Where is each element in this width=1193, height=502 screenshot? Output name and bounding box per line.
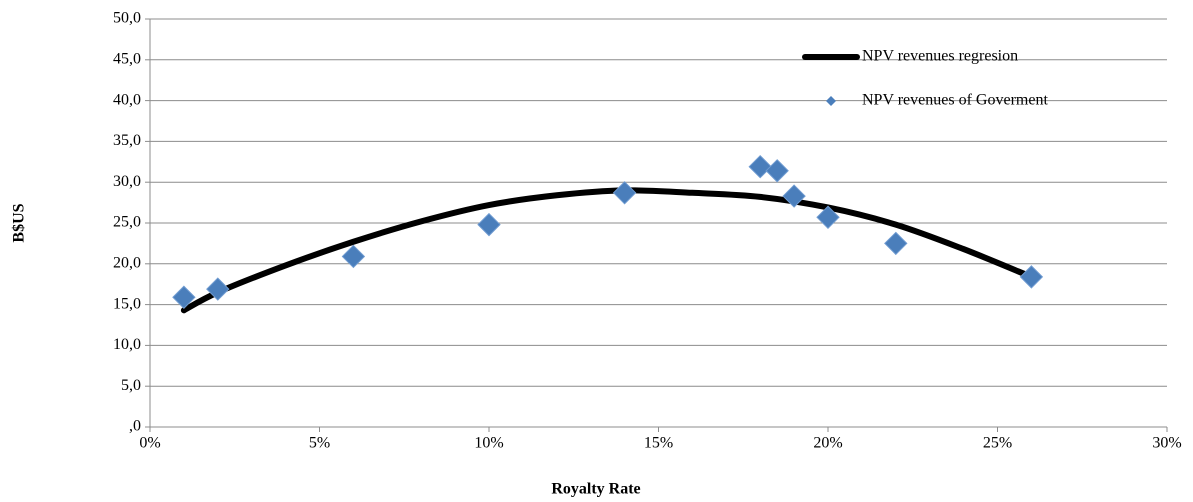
y-tick-label: 5,0 — [121, 377, 141, 394]
legend-label: NPV revenues regresion — [862, 48, 1018, 65]
x-axis-label: Royalty Rate — [551, 481, 640, 498]
data-point — [782, 184, 806, 208]
x-tick-label: 15% — [644, 435, 673, 452]
data-point — [612, 181, 637, 205]
legend-marker — [826, 96, 836, 106]
y-tick-label: 50,0 — [113, 10, 141, 27]
x-tick-label: 20% — [813, 435, 842, 452]
y-tick-label: 20,0 — [113, 254, 141, 271]
y-tick-label: ,0 — [129, 418, 141, 435]
x-tick-label: 0% — [139, 435, 160, 452]
data-point — [816, 205, 840, 229]
x-tick-label: 10% — [474, 435, 503, 452]
data-point — [1019, 265, 1044, 289]
data-point — [172, 285, 196, 309]
x-tick-label: 25% — [983, 435, 1012, 452]
legend-label: NPV revenues of Goverment — [862, 92, 1048, 109]
y-tick-label: 45,0 — [113, 50, 141, 67]
y-axis-label: B$US — [11, 203, 28, 242]
data-point — [748, 154, 772, 179]
y-tick-label: 30,0 — [113, 173, 141, 190]
data-point — [206, 277, 230, 301]
y-tick-label: 15,0 — [113, 295, 141, 312]
data-point — [477, 212, 501, 237]
x-tick-label: 5% — [309, 435, 330, 452]
data-point — [765, 159, 789, 183]
y-tick-label: 40,0 — [113, 91, 141, 108]
data-point — [341, 244, 366, 269]
regression-line — [180, 187, 1035, 314]
y-tick-label: 35,0 — [113, 132, 141, 149]
y-tick-label: 10,0 — [113, 336, 141, 353]
x-tick-label: 30% — [1152, 435, 1181, 452]
data-point — [884, 231, 908, 256]
y-tick-label: 25,0 — [113, 214, 141, 231]
